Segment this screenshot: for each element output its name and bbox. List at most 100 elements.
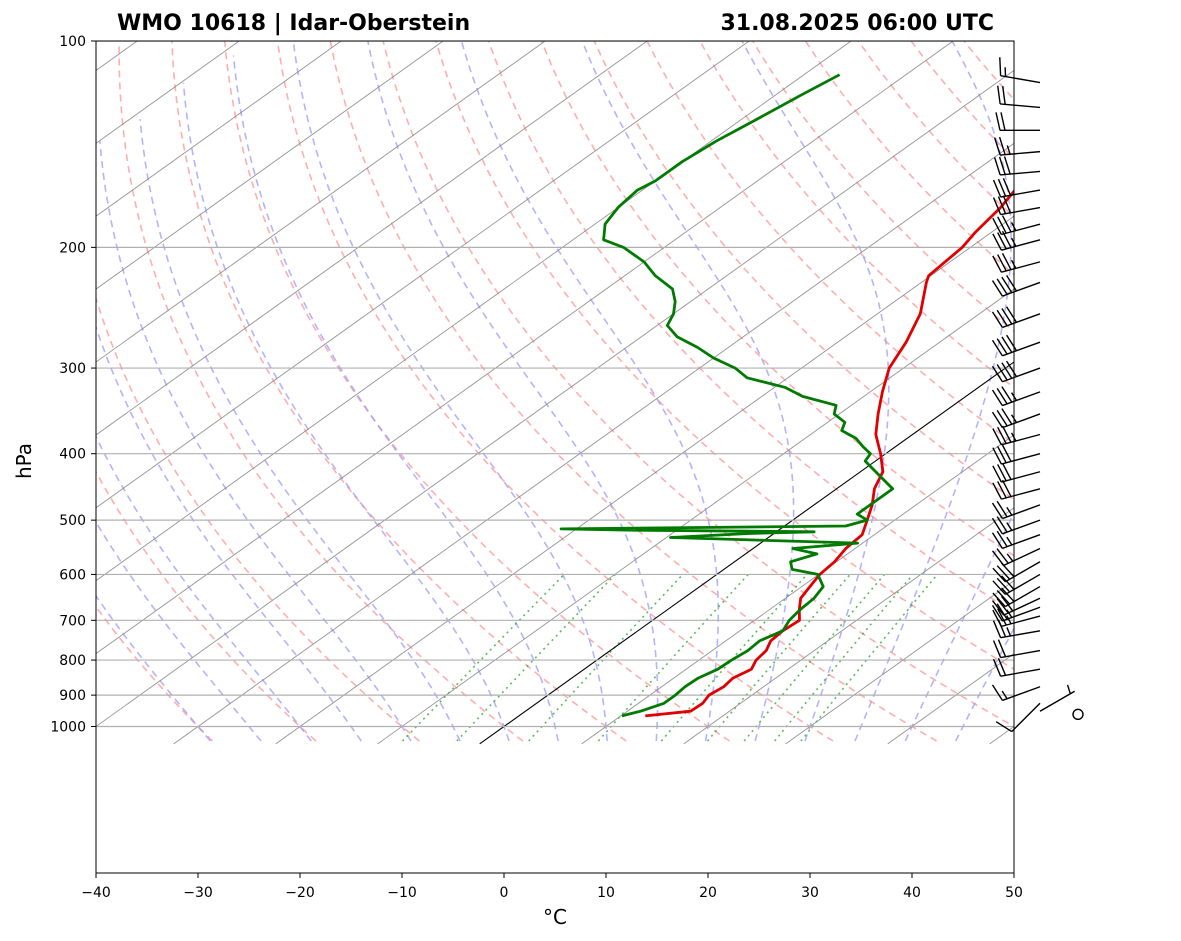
wind-barb [1039, 684, 1075, 712]
isotherm [96, 69, 1014, 728]
isotherm [96, 41, 240, 144]
y-axis-ticks: 1000 900 800 700 600 500 400 300 200 100 [50, 34, 96, 736]
wind-barb [991, 603, 1041, 622]
chart-datetime: 31.08.2025 06:00 UTC [720, 11, 994, 36]
barb-flag [992, 580, 1006, 595]
barb-flag [996, 516, 1008, 533]
barb-flag [1001, 479, 1012, 497]
barb-flag [1001, 575, 1015, 590]
x-tick-label: 0 [500, 885, 509, 901]
moist-adiabat [96, 434, 312, 742]
barb-half-flag [1006, 522, 1013, 531]
wind-barbs [991, 57, 1084, 733]
barb-staff [1002, 504, 1041, 520]
barb-staff [1002, 413, 1041, 429]
dry-adiabat [276, 41, 834, 742]
barb-half-flag [1006, 145, 1011, 155]
barb-flag [1001, 462, 1012, 480]
dewpoint-profile [559, 73, 895, 718]
barb-flag [1001, 595, 1014, 612]
barb-half-flag [1010, 259, 1017, 269]
isotherm [785, 580, 1014, 745]
wind-barb [992, 639, 1041, 659]
barb-staff [1000, 170, 1041, 176]
barb-flag [991, 311, 1004, 328]
wind-barb [991, 516, 1041, 535]
y-tick-label: 1000 [50, 720, 86, 736]
barb-flag [997, 658, 1007, 676]
barb-staff [1011, 702, 1041, 733]
barb-flag [997, 446, 1007, 464]
barb-flag [991, 532, 1004, 549]
barb-staff [1000, 630, 1041, 639]
x-tick-label: −30 [183, 885, 213, 901]
x-axis-ticks: −40 −30 −20 −10 0 10 20 30 40 50 [81, 873, 1023, 901]
wind-barb [993, 156, 1041, 176]
barb-flag [991, 550, 1005, 566]
wind-barb [992, 573, 1041, 596]
barb-staff [1002, 686, 1041, 702]
barb-staff [1000, 649, 1041, 659]
barb-staff [1003, 597, 1041, 616]
barb-flag [1006, 275, 1018, 292]
plot-frame [95, 40, 1015, 874]
wind-barb [995, 702, 1041, 733]
y-tick-label: 300 [59, 361, 86, 377]
barb-flag [996, 597, 1009, 614]
mixing-ratio-line [456, 573, 616, 742]
dry-adiabat [540, 41, 1014, 557]
barb-half-flag [1010, 392, 1018, 401]
moist-adiabat [367, 41, 659, 742]
mixing-ratio-line [660, 573, 808, 742]
barb-flag [991, 365, 1004, 383]
barb-flag [1001, 362, 1013, 379]
x-tick-label: 20 [699, 885, 717, 901]
moist-adiabat [292, 41, 608, 742]
barb-flag [998, 136, 1006, 155]
barb-flag [999, 57, 1002, 76]
wind-barb [995, 112, 1040, 132]
barb-flag [996, 548, 1009, 564]
dry-adiabat [96, 470, 317, 742]
barb-flag [997, 639, 1007, 657]
wind-barb [993, 136, 1041, 156]
wind-barb [1072, 708, 1084, 721]
wind-barb [991, 306, 1041, 329]
mixing-ratio-line [528, 573, 684, 742]
barb-half-flag [1006, 536, 1013, 546]
barb-staff [1001, 471, 1041, 483]
moist-adiabat [581, 41, 795, 742]
barb-flag [997, 85, 1001, 105]
wind-barb [991, 386, 1041, 407]
barb-half-flag [1006, 627, 1012, 637]
barb-flag [991, 605, 1004, 622]
barb-flag [996, 590, 1011, 605]
wind-barb [991, 275, 1041, 297]
barb-staff [1000, 103, 1041, 109]
barb-staff [1005, 585, 1041, 608]
barb-flag [992, 465, 1002, 483]
barb-flag [1001, 425, 1012, 443]
wind-barb [992, 462, 1041, 483]
x-tick-label: 50 [1005, 885, 1023, 901]
mixing-ratio-line [401, 573, 565, 742]
x-axis-label: °C [543, 905, 567, 929]
barb-flag [1001, 587, 1015, 603]
moist-adiabat [460, 41, 720, 742]
wind-barb [992, 195, 1041, 216]
barb-flag [995, 721, 1013, 733]
barb-staff [1000, 74, 1041, 84]
barb-flag [992, 482, 1002, 500]
barb-flag [992, 567, 1006, 583]
x-tick-label: 10 [597, 885, 615, 901]
barb-flag [992, 428, 1002, 446]
y-tick-label: 900 [59, 688, 86, 704]
isotherm [96, 41, 342, 217]
moist-adiabat [96, 324, 362, 742]
barb-half-flag [1006, 553, 1014, 562]
mixing-ratio-line [597, 573, 749, 742]
barb-flag [1001, 308, 1013, 325]
barb-flag [996, 309, 1008, 327]
barb-flag [1001, 444, 1012, 462]
